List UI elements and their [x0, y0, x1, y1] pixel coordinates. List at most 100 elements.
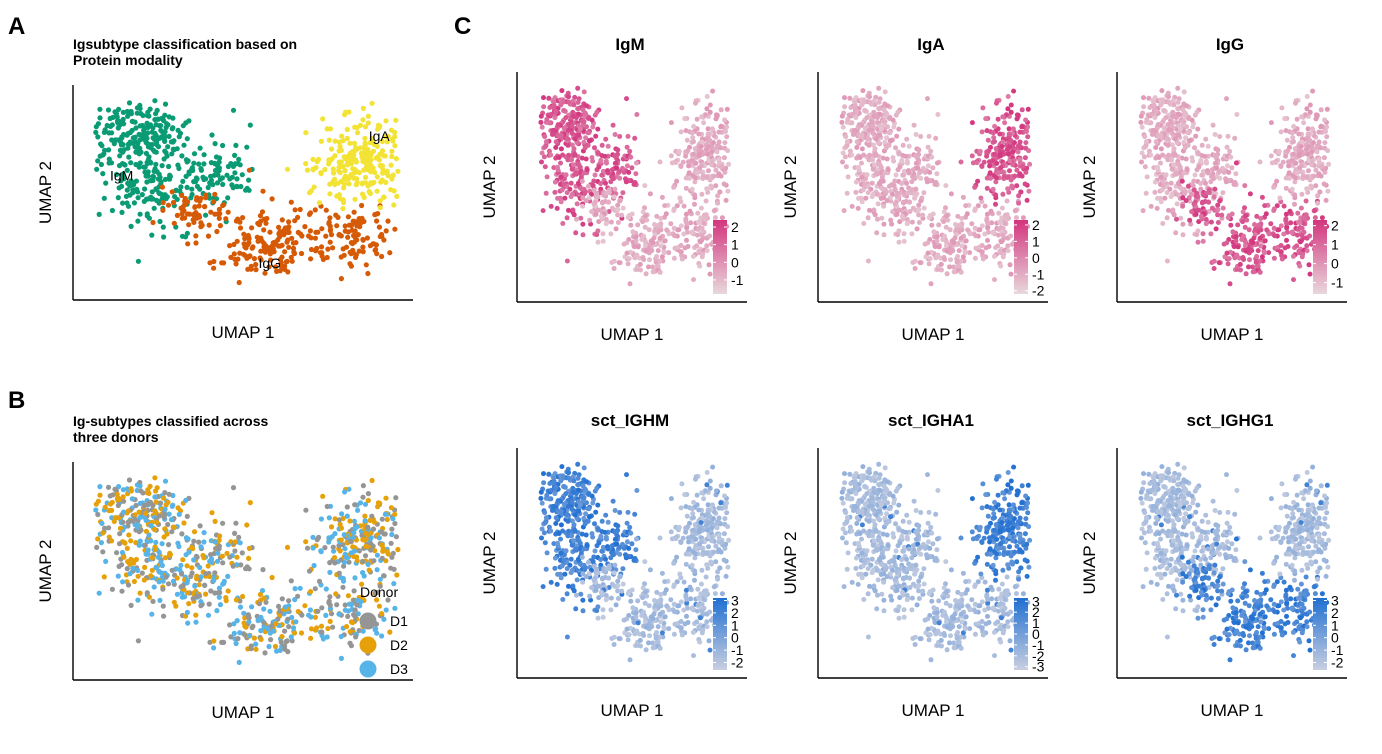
umap-point [108, 538, 115, 544]
umap-point [671, 206, 677, 212]
umap-point [240, 215, 246, 221]
umap-point [1004, 198, 1010, 204]
umap-point [171, 599, 177, 605]
umap-point [1224, 96, 1229, 102]
umap-point [219, 260, 225, 266]
umap-point [169, 567, 175, 573]
umap-point [158, 123, 164, 129]
umap-point [240, 593, 246, 600]
umap-point [327, 569, 333, 576]
umap-point [972, 184, 978, 190]
umap-point [197, 523, 203, 529]
umap-point [323, 586, 329, 592]
umap-point [1304, 186, 1310, 192]
umap-point [351, 553, 357, 560]
umap-point [198, 224, 204, 230]
umap-point [587, 217, 593, 223]
umap-point [354, 602, 360, 608]
umap-point [864, 115, 870, 121]
umap-point [220, 520, 226, 526]
umap-point [870, 130, 876, 136]
umap-point [302, 603, 308, 609]
umap-point [186, 601, 192, 607]
umap-point [351, 588, 357, 594]
umap-point [632, 135, 638, 141]
umap-point [135, 567, 141, 574]
umap-point [886, 130, 892, 136]
umap-point [706, 168, 711, 174]
umap-point [1209, 205, 1215, 211]
umap-point [282, 604, 288, 610]
umap-point [849, 152, 855, 158]
umap-point [206, 222, 212, 228]
umap-point [1176, 181, 1182, 187]
umap-point [989, 220, 995, 226]
umap-point [351, 152, 357, 158]
umap-point [94, 166, 100, 172]
umap-point [125, 519, 131, 525]
umap-point [146, 215, 152, 221]
umap-point [208, 588, 214, 594]
umap-point [343, 624, 350, 630]
umap-point [352, 228, 358, 234]
umap-point [279, 217, 285, 223]
umap-point [163, 196, 169, 202]
umap-point [189, 565, 195, 571]
umap-point [216, 206, 222, 212]
umap-point [570, 207, 576, 213]
umap-point [581, 170, 587, 176]
umap-point [381, 237, 387, 243]
umap-point [288, 578, 294, 584]
umap-point [116, 541, 123, 547]
umap-point [153, 186, 160, 193]
umap-point [117, 496, 123, 502]
umap-point [570, 113, 576, 119]
umap-point [896, 150, 902, 156]
umap-point [1172, 136, 1178, 142]
umap-point [379, 516, 385, 522]
y-axis-label: UMAP 2 [781, 156, 800, 219]
umap-point [843, 164, 849, 170]
umap-point [848, 105, 854, 110]
umap-point [1141, 154, 1147, 160]
umap-point [139, 570, 145, 576]
umap-point [105, 107, 112, 113]
umap-point [617, 168, 623, 174]
umap-point [1299, 191, 1305, 197]
umap-point [1292, 146, 1298, 152]
umap-point [103, 558, 109, 565]
umap-point [171, 524, 177, 530]
umap-point [1230, 229, 1236, 235]
umap-point [576, 132, 582, 138]
x-axis-label: UMAP 1 [601, 701, 664, 720]
umap-point [1300, 173, 1306, 179]
umap-point [1144, 174, 1150, 180]
umap-point [156, 549, 162, 556]
umap-point [117, 153, 123, 159]
umap-point [1276, 148, 1282, 154]
umap-point [347, 140, 353, 146]
umap-point [1180, 221, 1186, 227]
umap-point [232, 170, 238, 176]
umap-point [258, 636, 264, 643]
umap-point [1008, 177, 1014, 183]
umap-point [351, 140, 357, 146]
umap-point [1321, 181, 1327, 187]
umap-point [1217, 134, 1223, 139]
umap-point [980, 256, 986, 262]
umap-point [884, 135, 890, 141]
umap-point [583, 198, 589, 204]
umap-point [304, 545, 311, 551]
umap-point [1295, 210, 1301, 216]
umap-point [706, 262, 712, 268]
umap-point [926, 133, 932, 139]
umap-point [1276, 227, 1282, 233]
umap-point [591, 201, 597, 207]
umap-point [1289, 186, 1295, 192]
umap-point [1304, 106, 1310, 112]
umap-point [718, 107, 724, 113]
umap-point [243, 624, 249, 630]
umap-point [927, 169, 933, 175]
umap-point [690, 253, 696, 259]
umap-point [859, 199, 865, 205]
